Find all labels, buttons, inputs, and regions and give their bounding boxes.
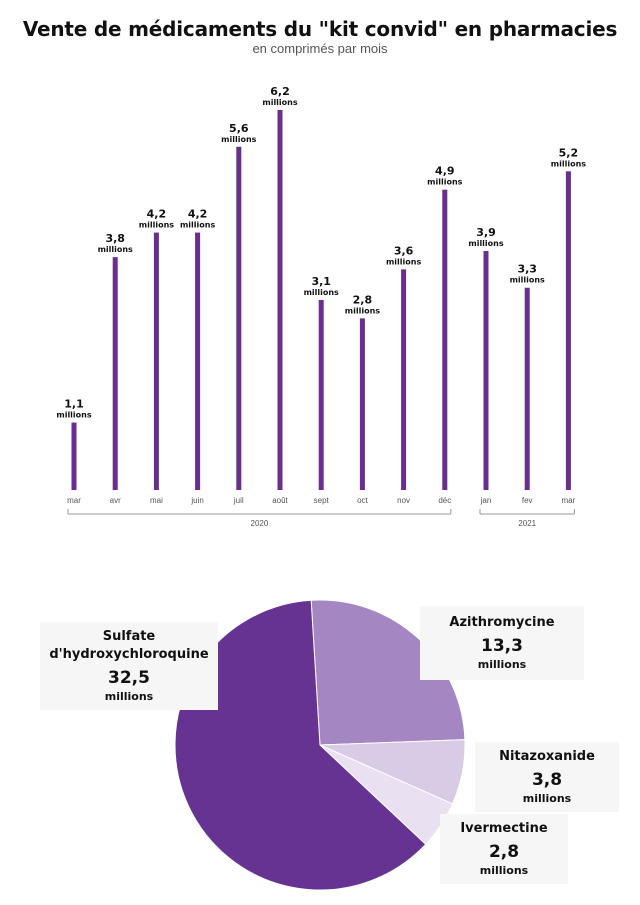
bar-value-label: 3,8 (105, 232, 125, 245)
x-tick-label: juin (190, 496, 203, 505)
x-tick-label: mar (67, 496, 81, 505)
pie-label: Nitazoxanide 3,8 millions (475, 742, 619, 812)
pie-label-value: 32,5 (108, 668, 150, 688)
x-tick-label: déc (438, 496, 451, 505)
bar-value-label: 1,1 (64, 398, 84, 411)
bar-value-label: 4,2 (188, 208, 208, 221)
bar-unit-label: millions (345, 306, 380, 315)
bar (71, 422, 77, 490)
bar (112, 257, 118, 490)
pie-label-unit: millions (104, 690, 154, 703)
bar (483, 250, 489, 490)
drug-pie-chart (174, 599, 466, 891)
x-tick-label: oct (357, 496, 368, 505)
bar-unit-label: millions (180, 221, 215, 230)
chart-subtitle: en comprimés par mois (252, 41, 388, 56)
pie-label: Ivermectine 2,8 millions (440, 814, 568, 884)
bar-unit-label: millions (262, 98, 297, 107)
pie-label-unit: millions (477, 658, 527, 671)
pie-slice (174, 599, 427, 891)
bar-value-label: 4,9 (435, 165, 455, 178)
pie-slice (310, 599, 466, 746)
bar-value-label: 5,6 (229, 122, 249, 135)
year-label: 2020 (251, 519, 269, 528)
bar (195, 232, 201, 491)
bar (401, 269, 407, 490)
x-tick-label: août (272, 496, 288, 505)
bar-value-label: 3,9 (476, 226, 496, 239)
x-tick-label: fev (522, 496, 533, 505)
bar-value-label: 2,8 (353, 293, 373, 306)
bar-unit-label: millions (386, 257, 421, 266)
pie-label-name: Ivermectine (460, 821, 548, 836)
bar (236, 146, 242, 490)
x-tick-label: juil (233, 496, 244, 505)
pie-label-name: d'hydroxychloroquine (49, 647, 209, 662)
bar-value-label: 6,2 (270, 85, 290, 98)
bar (153, 232, 159, 491)
pie-label-name: Sulfate (102, 629, 156, 644)
pie-label-name: Azithromycine (449, 615, 555, 630)
bar-value-label: 5,2 (559, 146, 579, 159)
bar-value-label: 3,3 (517, 263, 537, 276)
bar-value-label: 3,1 (311, 275, 331, 288)
x-tick-label: jan (480, 496, 492, 505)
pie-label-value: 13,3 (481, 636, 523, 656)
bar-value-label: 4,2 (147, 208, 167, 221)
pie-label-value: 2,8 (488, 842, 520, 862)
bar-unit-label: millions (468, 239, 503, 248)
bar (565, 171, 571, 490)
pie-label-unit: millions (522, 792, 572, 805)
bar (442, 189, 448, 490)
year-label: 2021 (518, 519, 536, 528)
bar-unit-label: millions (139, 221, 174, 230)
pie-label: Sulfate d'hydroxychloroquine 32,5 millions (40, 622, 218, 710)
bar (524, 287, 530, 490)
x-tick-label: avr (110, 496, 121, 505)
pie-label-name: Nitazoxanide (499, 749, 595, 764)
bar-unit-label: millions (304, 288, 339, 297)
pie-label-unit: millions (479, 864, 529, 877)
pie-label-value: 3,8 (531, 770, 563, 790)
bar-unit-label: millions (56, 411, 91, 420)
bar (359, 318, 365, 490)
chart-title: Vente de médicaments du "kit convid" en … (22, 17, 618, 41)
bar-value-label: 3,6 (394, 244, 414, 257)
bar-unit-label: millions (427, 178, 462, 187)
pie-label: Azithromycine 13,3 millions (420, 606, 584, 680)
bar-unit-label: millions (551, 159, 586, 168)
x-tick-label: nov (397, 496, 410, 505)
x-tick-label: mai (150, 496, 163, 505)
x-tick-label: sept (314, 496, 330, 505)
monthly-bar-chart: 1,1millionsmar3,8millionsavr4,2millionsm… (56, 85, 586, 528)
x-tick-label: mar (562, 496, 576, 505)
bar-unit-label: millions (510, 276, 545, 285)
bar (277, 110, 283, 490)
bar-unit-label: millions (221, 135, 256, 144)
bar-unit-label: millions (98, 245, 133, 254)
bar (318, 300, 324, 490)
